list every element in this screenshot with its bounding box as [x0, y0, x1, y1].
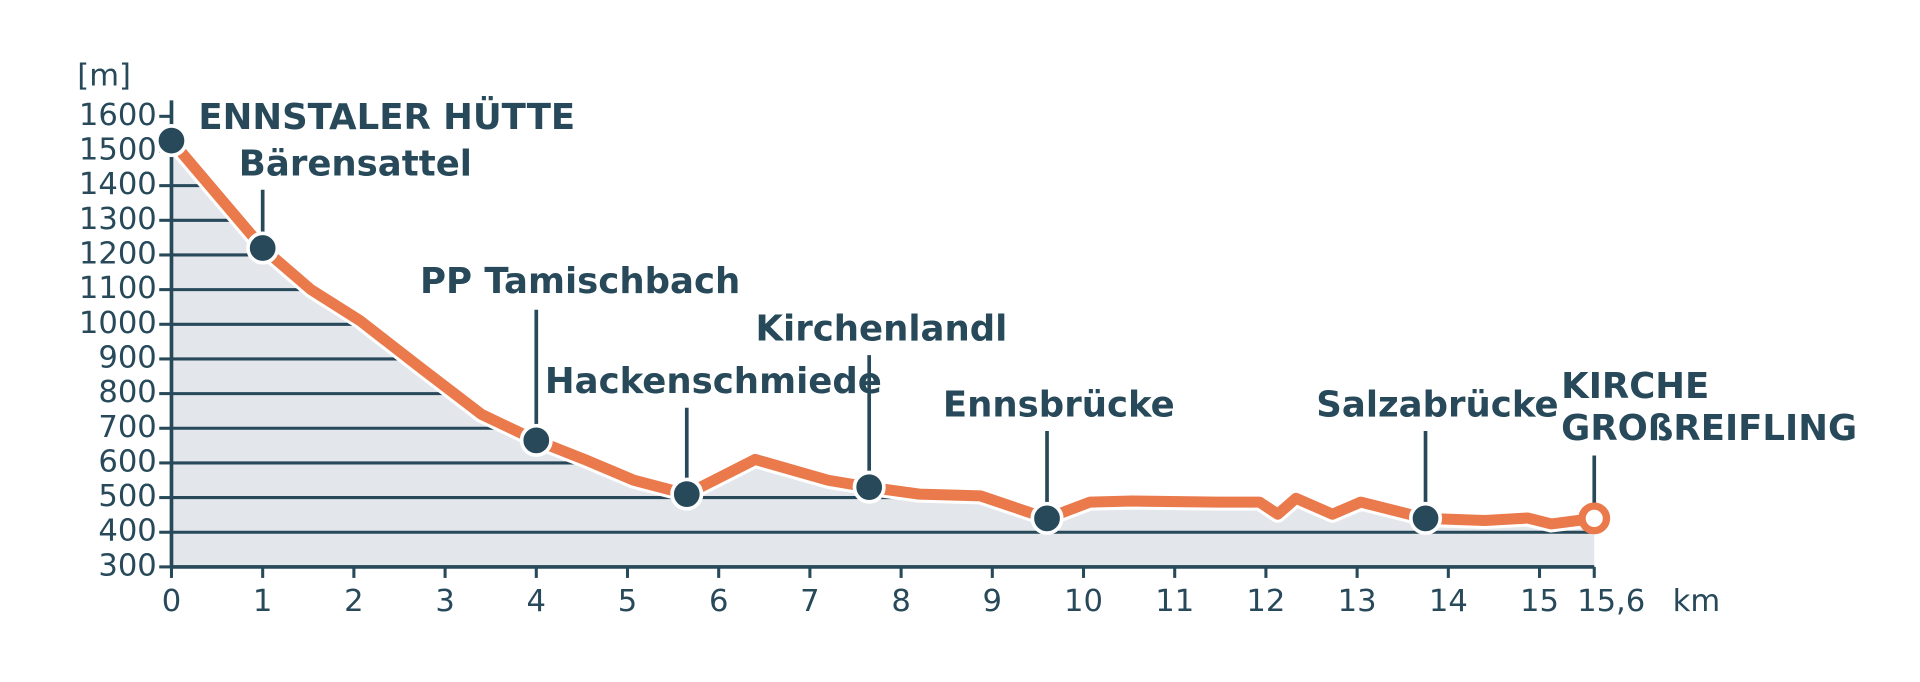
y-tick-label: 400 [98, 514, 156, 549]
y-tick-label: 600 [98, 444, 156, 479]
y-tick-label: 900 [98, 340, 156, 375]
y-tick-label: 1100 [79, 271, 157, 306]
waypoint [154, 124, 189, 158]
waypoint [852, 470, 886, 504]
x-tick-label: 13 [1338, 584, 1377, 619]
x-tick-label: 15 [1520, 584, 1559, 619]
y-tick-label: 1600 [79, 98, 157, 133]
waypoint-label: Salzabrücke [1316, 385, 1558, 426]
waypoint-label: ENNSTALER HÜTTE [198, 96, 575, 138]
y-tick-label: 1300 [79, 202, 157, 237]
y-tick-label: 500 [98, 479, 156, 514]
y-tick-label: 1000 [79, 306, 157, 341]
waypoint [519, 423, 553, 457]
waypoint [670, 477, 704, 511]
y-tick-label: 1500 [79, 132, 157, 167]
y-tick-label: 300 [98, 548, 156, 583]
waypoint-label: Hackenschmiede [545, 361, 882, 402]
y-tick-label: 1200 [79, 236, 157, 271]
waypoint-label: Ennsbrücke [943, 385, 1175, 426]
waypoint [1030, 501, 1064, 535]
x-tick-label: 4 [527, 584, 546, 619]
x-tick-label: 0 [162, 584, 181, 619]
waypoint [1408, 501, 1443, 535]
x-tick-label: 7 [800, 584, 819, 619]
x-tick-label: 6 [709, 584, 728, 619]
waypoint [246, 231, 280, 265]
profile-area [171, 140, 1595, 567]
x-tick-label: 2 [344, 584, 363, 619]
x-tick-label: 3 [435, 584, 454, 619]
waypoint-label: PP Tamischbach [420, 261, 740, 302]
x-tick-label: 1 [253, 584, 272, 619]
x-tick-label: 14 [1429, 584, 1468, 619]
waypoint-label: KIRCHE [1561, 366, 1709, 407]
y-tick-label: 700 [98, 410, 156, 445]
y-tick-label: 1400 [79, 167, 157, 202]
x-tick-label: 9 [983, 584, 1002, 619]
x-axis-label: km [1673, 584, 1721, 619]
x-tick-label: 11 [1155, 584, 1194, 619]
x-tick-label: 10 [1064, 584, 1103, 619]
y-axis-label: [m] [77, 59, 131, 94]
y-tick-label: 800 [98, 375, 156, 410]
x-tick-label: 5 [618, 584, 637, 619]
waypoint-label: Kirchenlandl [756, 309, 1008, 350]
x-tick-label: 8 [891, 584, 910, 619]
x-tick-label: 15,6 [1577, 584, 1645, 619]
x-tick-label: 12 [1246, 584, 1285, 619]
waypoint-label: Bärensattel [239, 143, 472, 184]
waypoint-label: GROßREIFLING [1561, 408, 1857, 449]
profile-line [167, 137, 1595, 530]
waypoint [1578, 502, 1611, 535]
